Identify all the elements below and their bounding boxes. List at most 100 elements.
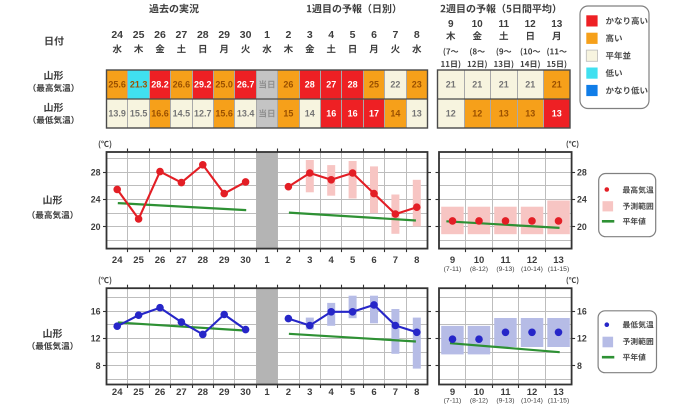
svg-text:(11-15): (11-15) [548,266,569,273]
svg-text:11: 11 [500,255,511,266]
svg-text:13: 13 [552,109,562,119]
svg-text:28: 28 [91,167,101,177]
svg-text:16: 16 [348,109,358,119]
svg-text:5: 5 [350,387,356,398]
svg-text:12: 12 [527,255,538,266]
svg-text:29: 29 [218,29,230,41]
svg-text:(7-11): (7-11) [444,398,462,405]
svg-text:13: 13 [412,109,422,119]
svg-text:24: 24 [111,29,123,41]
svg-text:3: 3 [307,29,313,41]
svg-text:3: 3 [307,387,312,398]
svg-text:14: 14 [390,109,400,119]
svg-text:27: 27 [176,29,188,41]
svg-text:25: 25 [133,29,145,41]
svg-text:15: 15 [283,109,293,119]
svg-text:8: 8 [577,361,582,371]
svg-text:6: 6 [371,29,377,41]
svg-text:7: 7 [393,387,398,398]
svg-text:26: 26 [155,255,166,266]
svg-text:25.0: 25.0 [215,80,233,90]
svg-text:5: 5 [350,255,356,266]
svg-text:12: 12 [472,109,482,119]
svg-text:(9-13): (9-13) [496,398,514,405]
svg-text:(11-15): (11-15) [548,398,569,405]
svg-text:(8-12): (8-12) [470,398,488,405]
svg-text:10: 10 [474,387,485,398]
svg-text:3: 3 [307,255,312,266]
svg-text:21: 21 [525,80,535,90]
svg-text:8: 8 [414,387,419,398]
svg-text:20: 20 [577,222,587,232]
svg-text:15.5: 15.5 [130,109,148,119]
svg-text:2: 2 [286,387,291,398]
svg-text:13: 13 [551,19,563,30]
svg-text:28: 28 [198,255,209,266]
svg-text:24: 24 [112,255,123,266]
svg-text:16.6: 16.6 [151,109,169,119]
svg-text:30: 30 [240,387,251,398]
svg-text:29: 29 [219,387,230,398]
svg-text:(10-14): (10-14) [521,398,543,405]
svg-text:12: 12 [91,334,101,344]
svg-text:8: 8 [96,361,101,371]
svg-text:20: 20 [91,222,101,232]
svg-text:22: 22 [390,80,400,90]
svg-text:11: 11 [500,387,511,398]
svg-text:28: 28 [198,387,209,398]
svg-text:9: 9 [450,255,455,266]
svg-text:30: 30 [240,29,252,41]
svg-text:21: 21 [499,80,509,90]
svg-text:8: 8 [414,29,420,41]
svg-text:7: 7 [392,29,398,41]
svg-text:24: 24 [112,387,123,398]
svg-text:25: 25 [369,80,379,90]
svg-text:12: 12 [525,19,537,30]
svg-text:28: 28 [305,80,315,90]
svg-text:28: 28 [348,80,358,90]
svg-text:4: 4 [329,255,335,266]
svg-text:5: 5 [350,29,356,41]
svg-text:1: 1 [264,387,270,398]
svg-text:13.9: 13.9 [108,109,126,119]
svg-text:15.6: 15.6 [215,109,233,119]
svg-text:12: 12 [446,109,456,119]
svg-text:28.2: 28.2 [151,80,169,90]
svg-text:(8-12): (8-12) [470,266,488,273]
svg-text:9: 9 [450,387,455,398]
svg-text:13: 13 [553,387,564,398]
svg-text:10: 10 [474,255,485,266]
svg-text:24: 24 [577,195,587,205]
svg-text:26: 26 [155,387,166,398]
svg-text:21: 21 [446,80,456,90]
svg-text:16: 16 [577,306,587,316]
svg-text:25.6: 25.6 [108,80,126,90]
svg-text:10: 10 [472,19,484,30]
svg-text:26.6: 26.6 [173,80,191,90]
svg-text:25: 25 [133,387,144,398]
svg-text:21.3: 21.3 [130,80,148,90]
svg-text:7: 7 [393,255,398,266]
svg-text:24: 24 [91,195,101,205]
svg-text:11: 11 [499,19,510,30]
svg-text:(7-11): (7-11) [444,266,462,273]
svg-text:8: 8 [414,255,419,266]
svg-text:6: 6 [371,387,376,398]
svg-text:26.7: 26.7 [237,80,255,90]
svg-text:26: 26 [283,80,293,90]
svg-text:16: 16 [326,109,336,119]
svg-text:29: 29 [219,255,230,266]
svg-text:4: 4 [328,29,334,41]
svg-text:12: 12 [577,334,587,344]
svg-text:27: 27 [176,387,187,398]
svg-text:4: 4 [329,387,335,398]
svg-text:13.4: 13.4 [237,109,255,119]
svg-text:(9-13): (9-13) [496,266,514,273]
svg-text:30: 30 [240,255,251,266]
svg-text:16: 16 [91,306,101,316]
svg-text:28: 28 [197,29,209,41]
svg-text:13: 13 [553,255,564,266]
svg-text:2: 2 [285,29,291,41]
svg-text:(10-14): (10-14) [521,266,543,273]
svg-text:26: 26 [154,29,166,41]
